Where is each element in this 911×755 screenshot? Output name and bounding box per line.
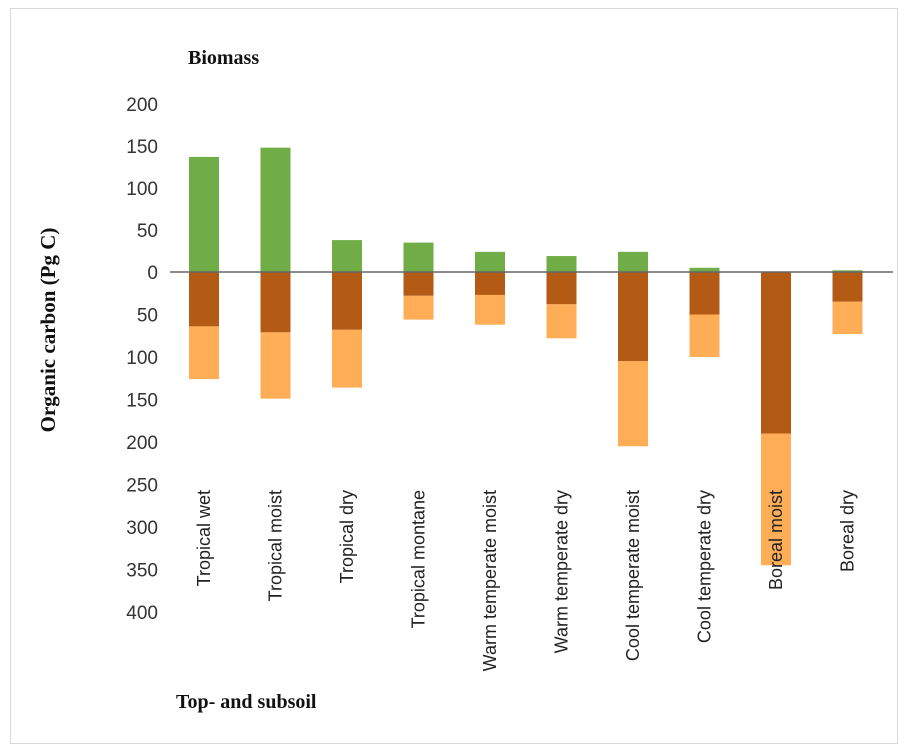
category-label: Cool temperate dry	[695, 490, 715, 643]
bar-topsoil	[260, 272, 291, 333]
category-label: Tropical montane	[409, 490, 429, 628]
y-tick-label-top: 100	[126, 179, 158, 200]
bar-topsoil	[761, 272, 791, 434]
bar-subsoil	[832, 301, 863, 335]
bar-topsoil	[832, 272, 863, 302]
y-tick-label-top: 50	[137, 221, 158, 242]
category-labels: Tropical wet Tropical moist Tropical dry Tr…	[194, 490, 858, 671]
bar-biomass	[832, 270, 863, 272]
bar-biomass	[689, 267, 720, 272]
y-tick-label-bottom: 100	[126, 348, 158, 369]
bar-biomass	[475, 251, 505, 272]
category-label: Boreal dry	[838, 490, 858, 572]
bar-topsoil	[546, 272, 577, 305]
bar-biomass	[332, 240, 362, 272]
chart-frame	[10, 8, 898, 744]
bar-subsoil	[761, 433, 791, 566]
bar-topsoil	[189, 272, 219, 327]
y-tick-label-top: 200	[126, 95, 158, 116]
category-label: Tropical wet	[194, 490, 214, 586]
y-axis-label: Organic carbon (Pg C)	[36, 228, 60, 433]
bar-biomass	[403, 242, 434, 272]
category-label: Warm temperate dry	[552, 490, 572, 653]
y-tick-label-top: 0	[147, 263, 158, 284]
bar-subsoil	[403, 295, 434, 320]
soil-heading: Top- and subsoil	[176, 691, 317, 713]
bar-biomass	[546, 256, 577, 272]
y-axis-ticks: 200 150 100 50 0 50 100 150 200 250 300 350 400	[126, 95, 158, 624]
category-label: Cool temperate moist	[623, 490, 643, 661]
bar-topsoil	[332, 272, 362, 330]
y-tick-label-bottom: 200	[126, 433, 158, 454]
bar-subsoil	[618, 361, 648, 447]
y-tick-label-bottom: 250	[126, 476, 158, 497]
bar-biomass	[260, 147, 291, 272]
y-tick-label-bottom: 50	[137, 306, 158, 327]
bar-subsoil	[189, 326, 219, 380]
y-tick-label-bottom: 150	[126, 391, 158, 412]
y-tick-label-top: 150	[126, 137, 158, 158]
bar-subsoil	[260, 332, 291, 399]
y-tick-label-bottom: 400	[126, 603, 158, 624]
category-label: Boreal moist	[766, 490, 786, 590]
bar-subsoil	[546, 304, 577, 339]
bar-topsoil	[689, 272, 720, 315]
bar-biomass	[618, 251, 648, 272]
bar-biomass	[189, 156, 219, 272]
bar-topsoil	[618, 272, 648, 362]
category-label: Tropical dry	[337, 490, 357, 583]
bar-topsoil	[475, 272, 505, 295]
bar-subsoil	[689, 314, 720, 357]
bar-topsoil	[403, 272, 434, 296]
y-tick-label-bottom: 300	[126, 518, 158, 539]
bar-subsoil	[332, 329, 362, 388]
bars	[189, 147, 863, 566]
category-label: Tropical moist	[266, 490, 286, 601]
category-label: Warm temperate moist	[480, 490, 500, 671]
y-tick-label-bottom: 350	[126, 561, 158, 582]
biomass-heading: Biomass	[188, 47, 259, 69]
bar-subsoil	[475, 294, 505, 325]
